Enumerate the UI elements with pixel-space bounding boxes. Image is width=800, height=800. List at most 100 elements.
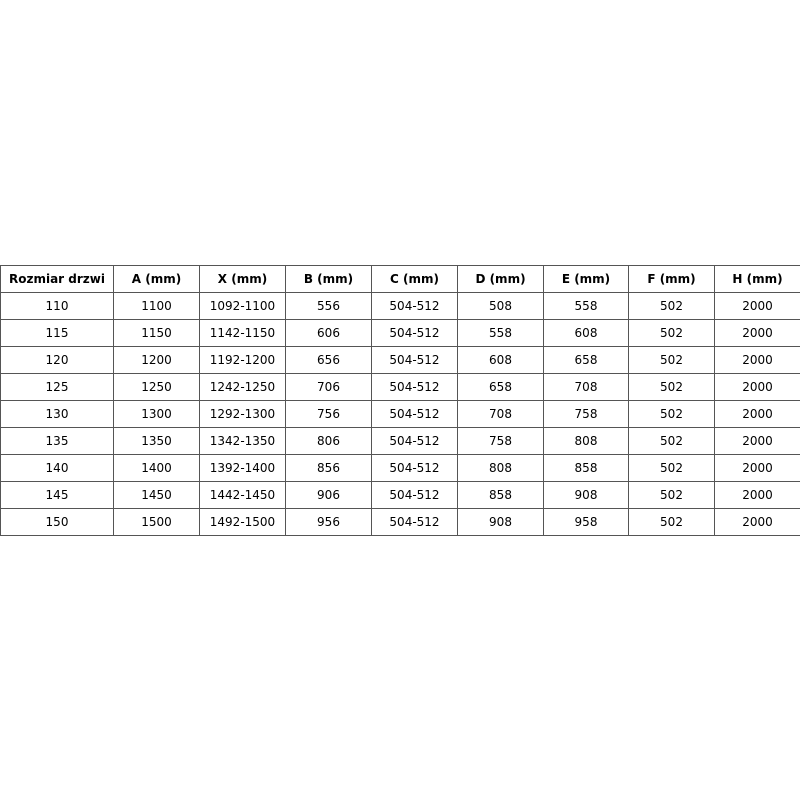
- table-cell: 2000: [714, 292, 800, 320]
- table-cell: 2000: [714, 508, 800, 536]
- column-header: E (mm): [543, 265, 629, 293]
- table-cell: 958: [543, 508, 629, 536]
- table-cell: 502: [628, 373, 715, 401]
- table-cell: 2000: [714, 373, 800, 401]
- table-cell: 1142-1150: [199, 319, 286, 347]
- table-cell: 508: [457, 292, 544, 320]
- table-cell: 1500: [113, 508, 200, 536]
- table-row: 120 1200 1192-1200 656 504-512 608 658 502 2000: [0, 346, 800, 374]
- table-cell: 1150: [113, 319, 200, 347]
- table-cell: 706: [285, 373, 372, 401]
- table-row: 115 1150 1142-1150 606 504-512 558 608 502 2000: [0, 319, 800, 347]
- table-cell: 658: [457, 373, 544, 401]
- table-cell: 502: [628, 481, 715, 509]
- table-cell: 956: [285, 508, 372, 536]
- table-cell: 858: [457, 481, 544, 509]
- table-cell: 504-512: [371, 373, 458, 401]
- table-cell: 2000: [714, 400, 800, 428]
- table-cell: 708: [457, 400, 544, 428]
- table-cell: 504-512: [371, 508, 458, 536]
- table-cell: 708: [543, 373, 629, 401]
- table-cell: 1200: [113, 346, 200, 374]
- table-cell: 502: [628, 292, 715, 320]
- table-row: 140 1400 1392-1400 856 504-512 808 858 502 2000: [0, 454, 800, 482]
- table-cell: 906: [285, 481, 372, 509]
- table-cell: 1492-1500: [199, 508, 286, 536]
- table-cell: 504-512: [371, 454, 458, 482]
- table-cell: 504-512: [371, 346, 458, 374]
- table-row: 110 1100 1092-1100 556 504-512 508 558 502 2000: [0, 292, 800, 320]
- table-cell: 656: [285, 346, 372, 374]
- table-row: 150 1500 1492-1500 956 504-512 908 958 502 2000: [0, 508, 800, 536]
- table-cell: 608: [457, 346, 544, 374]
- table-cell: 1192-1200: [199, 346, 286, 374]
- table-row: 145 1450 1442-1450 906 504-512 858 908 502 2000: [0, 481, 800, 509]
- table-cell: 1242-1250: [199, 373, 286, 401]
- table-cell: 145: [0, 481, 114, 509]
- table-cell: 1342-1350: [199, 427, 286, 455]
- table-cell: 1392-1400: [199, 454, 286, 482]
- column-header: X (mm): [199, 265, 286, 293]
- table-cell: 558: [457, 319, 544, 347]
- table-cell: 502: [628, 508, 715, 536]
- table-cell: 1450: [113, 481, 200, 509]
- table-cell: 504-512: [371, 319, 458, 347]
- table-cell: 502: [628, 454, 715, 482]
- table-cell: 1092-1100: [199, 292, 286, 320]
- table-cell: 135: [0, 427, 114, 455]
- table-cell: 120: [0, 346, 114, 374]
- table-cell: 808: [457, 454, 544, 482]
- table-cell: 2000: [714, 319, 800, 347]
- table-cell: 130: [0, 400, 114, 428]
- table-cell: 115: [0, 319, 114, 347]
- table-row: 135 1350 1342-1350 806 504-512 758 808 502 2000: [0, 427, 800, 455]
- table-cell: 150: [0, 508, 114, 536]
- table-cell: 504-512: [371, 427, 458, 455]
- table-cell: 908: [457, 508, 544, 536]
- table-cell: 2000: [714, 454, 800, 482]
- table-cell: 856: [285, 454, 372, 482]
- table-cell: 758: [543, 400, 629, 428]
- table-cell: 125: [0, 373, 114, 401]
- table-cell: 504-512: [371, 292, 458, 320]
- header-row: Rozmiar drzwi A (mm) X (mm) B (mm) C (mm) D (…: [0, 265, 800, 293]
- table-cell: 502: [628, 319, 715, 347]
- table-cell: 606: [285, 319, 372, 347]
- column-header: A (mm): [113, 265, 200, 293]
- table-cell: 1442-1450: [199, 481, 286, 509]
- table-cell: 110: [0, 292, 114, 320]
- column-header: D (mm): [457, 265, 544, 293]
- table-cell: 908: [543, 481, 629, 509]
- table-cell: 1250: [113, 373, 200, 401]
- column-header: B (mm): [285, 265, 372, 293]
- table-cell: 504-512: [371, 481, 458, 509]
- table-cell: 858: [543, 454, 629, 482]
- table-cell: 806: [285, 427, 372, 455]
- column-header: H (mm): [714, 265, 800, 293]
- table-cell: 756: [285, 400, 372, 428]
- column-header: C (mm): [371, 265, 458, 293]
- table-cell: 556: [285, 292, 372, 320]
- column-header: Rozmiar drzwi: [0, 265, 114, 293]
- table-cell: 608: [543, 319, 629, 347]
- table-cell: 140: [0, 454, 114, 482]
- table-cell: 502: [628, 427, 715, 455]
- table-cell: 2000: [714, 427, 800, 455]
- table-cell: 558: [543, 292, 629, 320]
- table-row: 125 1250 1242-1250 706 504-512 658 708 502 2000: [0, 373, 800, 401]
- table-cell: 1350: [113, 427, 200, 455]
- table-cell: 658: [543, 346, 629, 374]
- table-row: 130 1300 1292-1300 756 504-512 708 758 502 2000: [0, 400, 800, 428]
- table-cell: 2000: [714, 481, 800, 509]
- table-cell: 504-512: [371, 400, 458, 428]
- dimensions-table: Rozmiar drzwi A (mm) X (mm) B (mm) C (mm) D (…: [0, 265, 800, 536]
- table-cell: 1300: [113, 400, 200, 428]
- table-cell: 1100: [113, 292, 200, 320]
- table-cell: 1292-1300: [199, 400, 286, 428]
- table-cell: 2000: [714, 346, 800, 374]
- table-cell: 502: [628, 346, 715, 374]
- table-cell: 808: [543, 427, 629, 455]
- table-cell: 502: [628, 400, 715, 428]
- column-header: F (mm): [628, 265, 715, 293]
- table-cell: 1400: [113, 454, 200, 482]
